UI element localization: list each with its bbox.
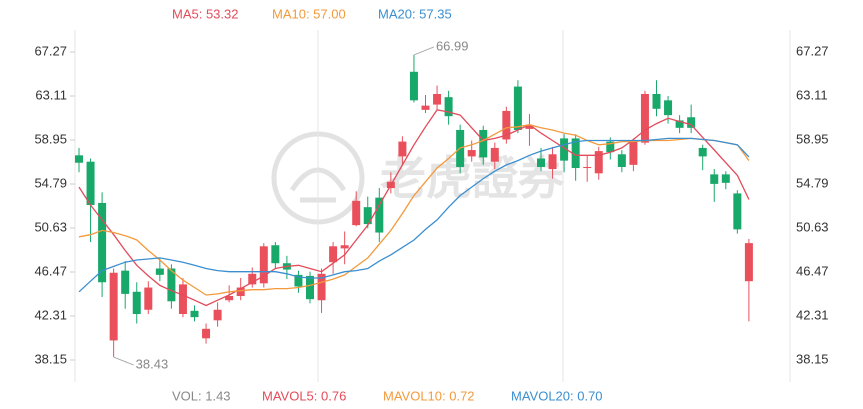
- candle-body: [144, 287, 153, 310]
- candle-body: [687, 117, 696, 128]
- candle-body: [132, 291, 141, 314]
- annotation-label: 66.99: [436, 38, 469, 53]
- candle-body: [75, 155, 83, 163]
- candle-body: [594, 151, 603, 174]
- candle-body: [698, 147, 707, 157]
- volume-legend-entry: VOL: 1.43: [172, 388, 231, 403]
- y-tick-label: 54.79: [34, 175, 67, 190]
- candle-body: [629, 141, 638, 165]
- y-tick-label: 38.15: [34, 351, 67, 366]
- y-tick-label: 42.31: [34, 307, 67, 322]
- candle-body: [398, 141, 407, 157]
- y2-tick-label: 54.79: [796, 175, 829, 190]
- candle-body: [640, 93, 649, 143]
- candle-body: [248, 273, 257, 285]
- candle-body: [409, 71, 418, 101]
- candle-body: [664, 100, 673, 116]
- candle-body: [652, 93, 661, 109]
- candle-body: [525, 125, 534, 129]
- candle-body: [467, 150, 476, 157]
- candle-body: [433, 93, 442, 105]
- annotation-leader: [413, 46, 435, 56]
- candle-body: [236, 287, 245, 297]
- candle-body: [617, 154, 626, 167]
- candle-body: [710, 174, 719, 184]
- candle-body: [352, 200, 361, 226]
- candle-body: [167, 268, 176, 302]
- y-tick-label: 50.63: [34, 219, 67, 234]
- candle-body: [744, 243, 753, 282]
- candle-body: [121, 270, 130, 294]
- candle-body: [109, 272, 118, 341]
- candle-body: [548, 154, 557, 170]
- candle-body: [606, 141, 615, 153]
- y-tick-label: 46.47: [34, 263, 67, 278]
- candle-body: [363, 207, 372, 225]
- candle-body: [502, 110, 511, 140]
- y-tick-label: 58.95: [34, 131, 67, 146]
- y2-tick-label: 38.15: [796, 351, 829, 366]
- volume-legend-entry: MAVOL5: 0.76: [262, 388, 346, 403]
- y2-tick-label: 42.31: [796, 307, 829, 322]
- y2-tick-label: 67.27: [796, 43, 829, 58]
- volume-legend-entry: MAVOL10: 0.72: [383, 388, 475, 403]
- candle-body: [294, 274, 303, 287]
- candle-body: [155, 268, 164, 275]
- candle-body: [421, 105, 430, 110]
- annotation-leader: [113, 356, 134, 366]
- y2-tick-label: 50.63: [796, 219, 829, 234]
- y2-tick-label: 58.95: [796, 131, 829, 146]
- y2-tick-label: 63.11: [796, 87, 828, 102]
- candle-body: [479, 129, 488, 158]
- candle-body: [225, 296, 234, 301]
- ma-line: [78, 109, 750, 307]
- candle-body: [259, 246, 268, 284]
- annotation-label: 38.43: [136, 356, 169, 371]
- ma-line: [78, 124, 750, 296]
- candle-body: [571, 138, 580, 169]
- candle-body: [513, 86, 522, 130]
- candle-body: [675, 120, 684, 128]
- candle-body: [190, 310, 199, 318]
- y-tick-label: 63.11: [35, 87, 67, 102]
- legend-entry: MA20: 57.35: [378, 6, 452, 21]
- candle-body: [202, 328, 211, 339]
- watermark: 老虎證券: [380, 152, 565, 204]
- legend-entry: MA10: 57.00: [272, 6, 346, 21]
- candle-body: [306, 275, 314, 300]
- legend-entry: MA5: 53.32: [172, 6, 239, 21]
- candle-body: [733, 193, 742, 230]
- candle-body: [490, 147, 499, 162]
- ma-line: [78, 137, 750, 293]
- candle-body: [271, 245, 280, 264]
- candle-body: [98, 202, 107, 283]
- candle-body: [444, 97, 453, 117]
- candle-body: [86, 161, 95, 206]
- candle-body: [178, 284, 187, 314]
- candle-body: [560, 138, 569, 161]
- candle-body: [375, 197, 384, 233]
- candle-body: [537, 158, 545, 167]
- y-tick-label: 67.27: [34, 43, 67, 58]
- candle-body: [213, 309, 222, 321]
- candle-body: [340, 245, 349, 249]
- candle-body: [317, 273, 326, 301]
- volume-legend-entry: MAVOL20: 0.70: [511, 388, 603, 403]
- candle-body: [721, 174, 730, 183]
- candle-body: [329, 246, 338, 263]
- y2-tick-label: 46.47: [796, 263, 829, 278]
- candle-body: [583, 166, 592, 169]
